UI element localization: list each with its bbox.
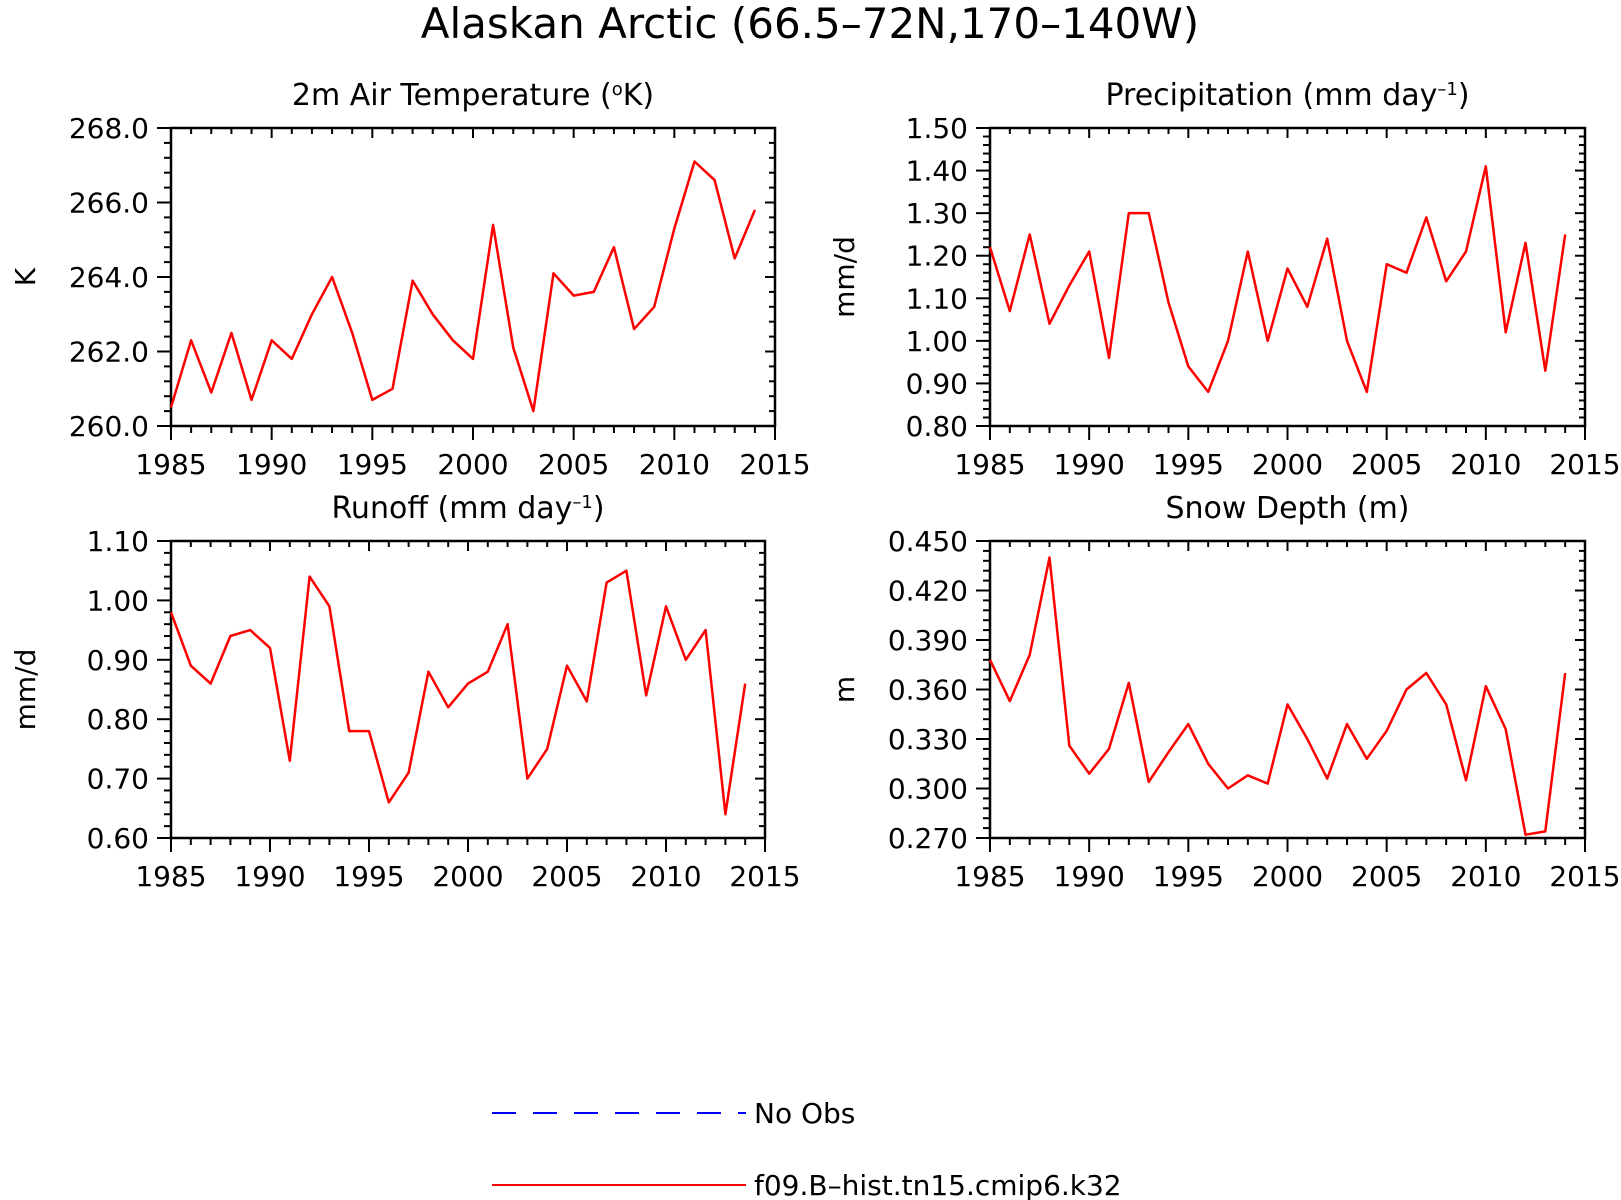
panel-title-suffix: ): [593, 491, 605, 526]
y-tick-label: 262.0: [69, 336, 149, 369]
y-tick-label: 0.80: [906, 410, 968, 443]
legend-label-model: f09.B–hist.tn15.cmip6.k32: [754, 1169, 1122, 1200]
x-tick-label: 2015: [1549, 448, 1620, 481]
y-tick-label: 0.330: [888, 723, 968, 756]
y-tick-label: 266.0: [69, 187, 149, 220]
x-tick-label: 2005: [531, 860, 602, 893]
x-tick-label: 2000: [437, 448, 508, 481]
legend-label-no-obs: No Obs: [754, 1097, 855, 1130]
panel-2: Precipitation (mm day–1) 0.80 0.90 1.00 1.10…: [828, 78, 1621, 481]
x-tick-label: 1990: [1054, 860, 1125, 893]
y-tick-label: 260.0: [69, 410, 149, 443]
x-tick-label: 2000: [1252, 860, 1323, 893]
y-tick-label: 1.00: [87, 584, 149, 617]
panel-title-text: Precipitation (mm day: [1105, 78, 1437, 113]
x-tick-label: 1995: [333, 860, 404, 893]
x-tick-label: 1990: [1054, 448, 1125, 481]
panel-title-superscript: –1: [572, 492, 592, 513]
y-tick-label: 0.90: [906, 367, 968, 400]
panel-title: Runoff (mm day–1): [331, 491, 604, 526]
y-tick-label: 264.0: [69, 261, 149, 294]
panel-title-text: Runoff (mm day: [331, 491, 572, 526]
series-line: [988, 165, 1567, 394]
plot-frame: [988, 539, 1587, 840]
y-axis-label: m: [828, 676, 861, 703]
x-tick-label: 1985: [135, 860, 206, 893]
panel-title: Precipitation (mm day–1): [1105, 78, 1469, 113]
y-tick-label: 1.20: [906, 240, 968, 273]
panel-title: Snow Depth (m): [1165, 491, 1409, 526]
y-tick-label: 268.0: [69, 112, 149, 145]
plot-frame: [169, 539, 767, 840]
panel-3: Runoff (mm day–1) 0.60 0.70 0.80 0.90 1.00 1.1…: [9, 491, 801, 893]
y-tick-label: 0.60: [87, 822, 149, 855]
x-tick-label: 2000: [432, 860, 503, 893]
x-tick-label: 1995: [337, 448, 408, 481]
x-tick-label: 1990: [236, 448, 307, 481]
panel-title-suffix: ): [642, 78, 654, 113]
panel-title: 2m Air Temperature (oK): [292, 78, 654, 113]
x-tick-label: 1985: [135, 448, 206, 481]
y-tick-label: 0.90: [87, 644, 149, 677]
y-tick-label: 0.360: [888, 674, 968, 707]
x-tick-label: 2005: [538, 448, 609, 481]
degree-mark: o: [612, 79, 623, 100]
x-tick-label: 2005: [1351, 860, 1422, 893]
legend: No Obs f09.B–hist.tn15.cmip6.k32: [492, 1097, 1122, 1200]
plot-frame: [988, 126, 1587, 428]
y-axis-label: mm/d: [9, 649, 42, 731]
x-tick-label: 1995: [1153, 860, 1224, 893]
panel-title-superscript: –1: [1437, 79, 1457, 100]
panels: 2m Air Temperature (oK)260.0262.0264.026…: [9, 78, 1621, 893]
figure-title: Alaskan Arctic (66.5–72N,170–140W): [421, 0, 1199, 48]
x-tick-label: 1985: [954, 860, 1025, 893]
y-tick-label: 1.40: [906, 155, 968, 188]
panel-title-suffix: ): [1458, 78, 1470, 113]
y-tick-label: 1.50: [906, 112, 968, 145]
panel-4: Snow Depth (m) 0.270 0.300 0.330 0.360 0.390 0…: [828, 491, 1621, 893]
plot-frame: [169, 126, 777, 428]
x-tick-label: 2015: [1549, 860, 1620, 893]
panel-title-text: Snow Depth (m): [1165, 491, 1409, 526]
series-line: [988, 556, 1567, 836]
series-line: [169, 569, 747, 816]
y-axis-label: K: [9, 267, 42, 286]
panel-title-text: 2m Air Temperature (: [292, 78, 612, 113]
panel-1: 2m Air Temperature (oK)260.0262.0264.026…: [9, 78, 811, 481]
y-tick-label: 0.420: [888, 575, 968, 608]
y-tick-label: 1.00: [906, 325, 968, 358]
y-tick-label: 0.300: [888, 773, 968, 806]
x-tick-label: 2010: [1450, 448, 1521, 481]
x-tick-label: 1995: [1153, 448, 1224, 481]
y-tick-label: 1.10: [906, 282, 968, 315]
y-tick-label: 0.270: [888, 822, 968, 855]
x-tick-label: 1990: [234, 860, 305, 893]
series-line: [169, 160, 757, 413]
x-tick-label: 2010: [630, 860, 701, 893]
y-tick-label: 1.30: [906, 197, 968, 230]
y-tick-label: 0.450: [888, 525, 968, 558]
y-tick-label: 0.390: [888, 624, 968, 657]
y-axis-label: mm/d: [828, 236, 861, 318]
panel-title-unit: K: [623, 78, 644, 113]
x-tick-label: 2010: [639, 448, 710, 481]
y-tick-label: 0.80: [87, 703, 149, 736]
x-tick-label: 1985: [954, 448, 1025, 481]
x-tick-label: 2010: [1450, 860, 1521, 893]
x-tick-label: 2005: [1351, 448, 1422, 481]
x-tick-label: 2015: [729, 860, 800, 893]
x-tick-label: 2000: [1252, 448, 1323, 481]
y-tick-label: 0.70: [87, 763, 149, 796]
y-tick-label: 1.10: [87, 525, 149, 558]
x-tick-label: 2015: [739, 448, 810, 481]
